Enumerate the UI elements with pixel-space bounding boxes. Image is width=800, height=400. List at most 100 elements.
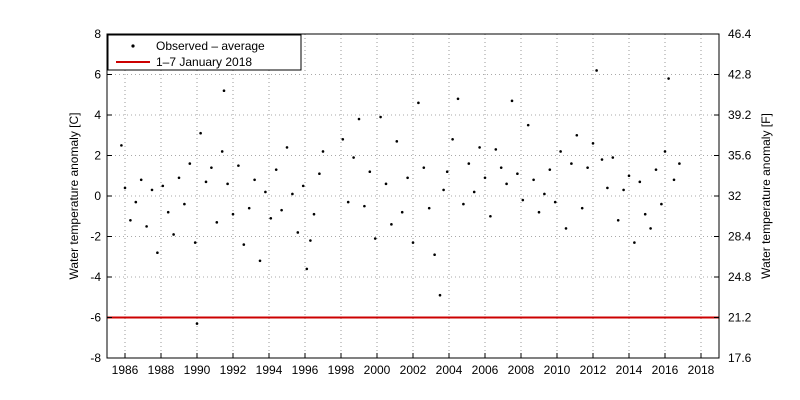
- legend-jan2018-label: 1–7 January 2018: [156, 55, 252, 69]
- y-right-tick-label: 32: [728, 189, 742, 203]
- observed-point: [204, 180, 208, 184]
- x-tick-label: 1994: [256, 363, 283, 377]
- y-tick-label: -6: [90, 311, 101, 325]
- x-tick-label: 2018: [688, 363, 715, 377]
- observed-point: [543, 192, 546, 196]
- observed-point: [210, 166, 213, 169]
- observed-point: [595, 69, 598, 72]
- observed-point: [253, 178, 256, 182]
- observed-point: [417, 101, 420, 105]
- observed-point: [622, 188, 625, 192]
- observed-point: [237, 164, 240, 167]
- observed-point: [373, 237, 377, 240]
- ticks: 1986 1988 1990 1992 1994 1996 1998 2000 2002 2004…: [90, 27, 751, 377]
- y-right-tick-label: 17.6: [728, 351, 752, 365]
- observed-point: [672, 178, 676, 182]
- observed-point: [120, 144, 123, 147]
- observed-point: [654, 168, 658, 171]
- legend-box: [107, 34, 302, 71]
- y-tick-label: 4: [94, 108, 101, 122]
- observed-point: [357, 117, 361, 121]
- observed-point: [341, 138, 345, 141]
- observed-point: [616, 219, 620, 222]
- y-right-tick-label: 39.2: [728, 108, 752, 122]
- observed-point: [222, 89, 226, 92]
- y-right-tick-label: 21.2: [728, 311, 752, 325]
- observed-point: [280, 208, 283, 212]
- observed-point: [247, 206, 251, 210]
- x-tick-label: 2008: [508, 363, 535, 377]
- observed-point: [400, 210, 404, 214]
- observed-point: [139, 178, 143, 182]
- observed-point: [663, 150, 667, 153]
- observed-point: [586, 166, 589, 169]
- observed-point: [215, 221, 219, 224]
- observed-point: [199, 131, 202, 135]
- legend-observed-label: Observed – average: [156, 39, 265, 53]
- observed-point: [445, 170, 449, 173]
- observed-point: [134, 200, 138, 204]
- observed-point: [177, 176, 181, 180]
- observed-point: [580, 206, 584, 210]
- observed-point: [678, 162, 681, 165]
- data-points: [107, 69, 719, 325]
- y-tick-label: -2: [90, 230, 101, 244]
- observed-point: [172, 233, 175, 236]
- observed-point: [570, 162, 573, 165]
- observed-point: [274, 168, 278, 171]
- observed-point: [156, 251, 159, 254]
- x-tick-label: 2014: [616, 363, 643, 377]
- observed-point: [258, 259, 262, 263]
- observed-point: [516, 172, 519, 176]
- observed-point: [166, 210, 170, 214]
- x-tick-label: 2010: [544, 363, 571, 377]
- y-right-tick-label: 24.8: [728, 270, 752, 284]
- x-tick-label: 1998: [328, 363, 355, 377]
- y-tick-label: 2: [94, 149, 101, 163]
- y-right-tick-label: 28.4: [728, 230, 752, 244]
- observed-point: [195, 322, 199, 325]
- observed-point: [438, 293, 442, 297]
- legend-observed-marker: [131, 44, 135, 48]
- observed-point: [123, 186, 127, 190]
- observed-point: [575, 133, 579, 137]
- observed-point: [321, 150, 325, 153]
- observed-point: [129, 219, 132, 222]
- observed-point: [505, 182, 508, 186]
- observed-point: [510, 99, 514, 103]
- observed-point: [600, 158, 604, 161]
- x-tick-label: 1988: [148, 363, 175, 377]
- observed-point: [368, 170, 372, 173]
- observed-point: [553, 200, 557, 204]
- observed-point: [305, 267, 309, 271]
- y-tick-label: -8: [90, 351, 101, 365]
- y-right-tick-label: 42.8: [728, 68, 752, 82]
- observed-point: [379, 115, 382, 119]
- observed-point: [285, 146, 289, 149]
- observed-point: [472, 190, 476, 194]
- observed-point: [296, 231, 300, 234]
- y-tick-label: 8: [94, 27, 101, 41]
- observed-point: [526, 123, 530, 127]
- x-tick-label: 2006: [472, 363, 499, 377]
- observed-point: [627, 174, 631, 178]
- observed-point: [318, 172, 321, 176]
- observed-point: [532, 178, 535, 182]
- observed-point: [521, 198, 525, 202]
- observed-point: [183, 202, 186, 206]
- observed-point: [649, 227, 652, 230]
- observed-point: [188, 162, 192, 165]
- observed-point: [433, 253, 436, 257]
- observed-point: [467, 162, 471, 165]
- observed-point: [483, 176, 487, 180]
- observed-point: [161, 184, 165, 188]
- observed-point: [633, 241, 636, 244]
- observed-point: [537, 210, 541, 214]
- observed-point: [499, 166, 503, 169]
- observed-point: [643, 212, 647, 216]
- observed-point: [494, 148, 498, 151]
- observed-point: [301, 184, 305, 188]
- x-tick-label: 2012: [580, 363, 607, 377]
- x-tick-label: 2016: [652, 363, 679, 377]
- observed-point: [193, 241, 197, 244]
